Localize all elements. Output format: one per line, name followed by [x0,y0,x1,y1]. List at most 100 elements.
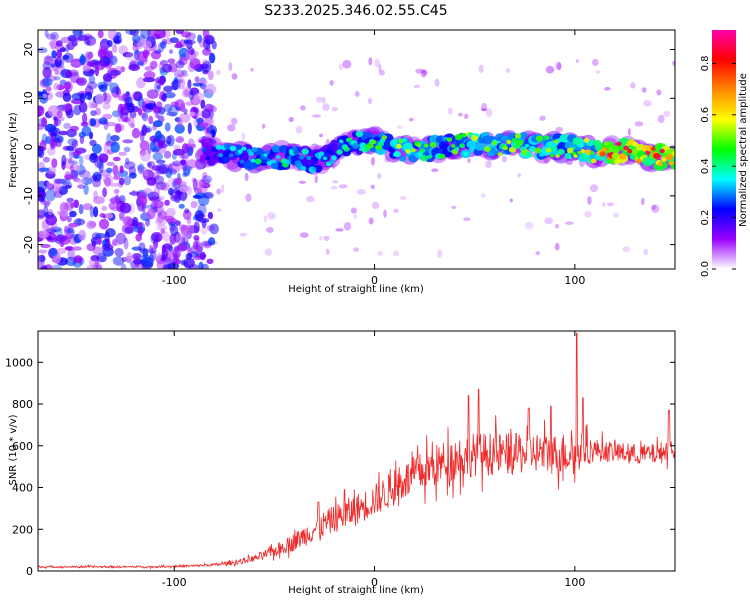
noise-cell [118,95,124,101]
ridge-cell [550,153,555,158]
noise-cell [140,150,151,162]
noise-cell [66,215,72,223]
ridge-cell [548,142,553,147]
speckle-cell [335,228,344,232]
ridge-cell [416,143,422,148]
noise-cell [153,30,166,39]
noise-cell [132,34,141,43]
noise-cell [185,224,195,235]
noise-cell [207,211,214,220]
noise-cell [143,188,152,194]
noise-cell [47,147,56,156]
ridge-cell [217,153,224,158]
ridge-cell [543,135,550,141]
noise-cell [202,30,210,40]
noise-cell [112,35,123,45]
noise-cell [98,117,108,125]
ridge-cell [248,151,255,157]
snr-x-tick-label: 0 [371,576,378,589]
noise-cell [192,194,202,199]
noise-cell [162,231,170,243]
noise-cell [169,233,177,245]
noise-cell [102,73,113,82]
ridge-cell [405,149,411,154]
snr-y-label: SNR (10 * v/v) [8,414,19,485]
noise-cell [43,55,53,66]
speckle-cell [377,250,384,256]
ridge-cell [250,158,256,163]
noise-cell [197,34,203,44]
noise-cell [54,178,67,184]
noise-cell [94,60,106,71]
noise-cell [109,197,120,203]
noise-cell [89,139,97,147]
speckle-cell [267,212,276,220]
noise-cell [198,179,206,189]
ridge-cell [446,137,453,142]
noise-cell [125,96,133,107]
speckle-cell [245,193,252,202]
noise-cell [46,225,57,231]
ridge-cell [545,147,552,153]
colorbar-tick-label: 0.2 [700,210,711,226]
noise-cell [154,130,162,141]
noise-cell [186,159,199,169]
noise-cell [179,56,188,66]
colorbar-label: Normalized spectral amplitude [738,73,749,227]
noise-cell [78,204,84,215]
noise-cell [175,60,185,69]
ridge-cell [461,132,467,138]
noise-cell [163,150,172,159]
noise-cell [92,60,101,66]
noise-cell [200,227,208,235]
noise-cell [132,44,139,52]
speckle-cell [343,221,352,231]
noise-cell [105,228,116,238]
noise-cell [81,126,92,137]
snr-y-tick-label: 0 [26,565,33,578]
noise-cell [170,79,181,91]
noise-cell [158,77,165,86]
noise-cell [44,30,49,37]
noise-cell [45,86,52,92]
ridge-cell [300,166,307,171]
ridge-cell [243,161,252,168]
noise-cell [93,196,105,205]
noise-cell [78,170,91,179]
noise-cell [183,165,191,175]
noise-cell [169,49,173,54]
noise-cell [152,200,159,206]
speckle-cell [217,208,222,212]
noise-cell [128,172,137,179]
speckle-cell [517,173,521,178]
noise-cell [45,91,54,101]
ridge-cell [393,151,401,158]
noise-cell [70,60,82,68]
noise-cell [120,263,127,269]
speckle-cell [397,125,403,129]
noise-cell [183,257,195,269]
speckle-cell [481,102,488,112]
noise-cell [56,116,65,122]
noise-cell [73,150,81,156]
noise-cell [142,101,147,112]
noise-cell [155,163,167,175]
colorbar-tick-label: 0.0 [700,261,711,277]
speckle-cell [437,249,442,259]
speckle-cell [657,114,665,124]
noise-cell [187,79,192,90]
noise-cell [118,151,127,156]
noise-cell [179,185,190,193]
noise-cell [125,52,138,61]
speckle-cell [415,68,424,74]
noise-cell [64,174,74,180]
noise-cell [140,30,151,39]
noise-cell [55,234,68,242]
noise-cell [123,255,135,263]
speckle-cell [368,57,373,66]
ridge-cell [599,151,606,157]
speckle-cell [587,196,592,205]
noise-cell [168,187,174,196]
noise-cell [182,86,191,95]
speckle-cell [306,195,315,203]
